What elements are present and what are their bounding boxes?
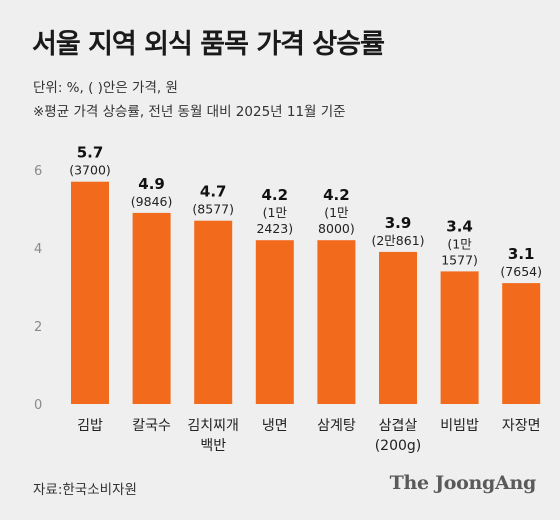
value-label: 4.2: [323, 186, 350, 204]
y-tick-label: 2: [34, 320, 42, 335]
price-label: (3700): [69, 163, 111, 178]
source-note: 자료:한국소비자원: [33, 482, 137, 498]
category-label: 삼계탕: [317, 418, 356, 434]
bar-6: [379, 251, 417, 404]
value-label: 3.9: [385, 214, 412, 232]
basis-note: ※평균 가격 상승률, 전년 동월 대비 2025년 11월 기준: [33, 104, 346, 120]
price-label: (9846): [131, 194, 173, 209]
category-label: 비빔밥: [440, 418, 479, 434]
value-label: 3.4: [446, 217, 473, 235]
category-label: 냉면: [262, 418, 288, 434]
bar-4: [255, 240, 294, 404]
price-label: 2423): [256, 221, 293, 236]
category-label: 김치찌개: [187, 418, 239, 434]
price-label: (8577): [192, 202, 234, 217]
y-tick-label: 0: [34, 398, 42, 413]
chart-title: 서울 지역 외식 품목 가격 상승률: [32, 29, 385, 60]
category-label: 자장면: [502, 418, 541, 434]
price-label: (1만: [324, 205, 349, 220]
y-tick-label: 6: [34, 164, 42, 179]
value-label: 4.7: [200, 183, 227, 201]
y-tick-label: 4: [34, 242, 42, 257]
category-label: (200g): [375, 438, 422, 454]
price-label: (2만861): [371, 233, 424, 248]
price-label: (1만: [447, 236, 472, 251]
category-label: 김밥: [77, 418, 103, 434]
category-label: 백반: [200, 438, 226, 454]
bar-2: [132, 212, 171, 404]
unit-note: 단위: %, ( )안은 가격, 원: [33, 80, 178, 96]
price-label: (1만: [263, 205, 288, 220]
publisher-logo: The JoongAng: [389, 472, 537, 494]
value-label: 5.7: [77, 144, 104, 162]
price-label: 8000): [318, 221, 355, 236]
price-label: 1577): [441, 252, 478, 267]
bar-5: [317, 240, 356, 404]
category-label: 칼국수: [132, 418, 171, 434]
price-label: (7654): [500, 264, 542, 279]
value-label: 4.9: [138, 175, 165, 193]
value-label: 3.1: [508, 245, 535, 263]
bar-7: [440, 271, 479, 404]
bar-1: [71, 181, 109, 404]
category-label: 삼겹살: [379, 418, 418, 434]
value-label: 4.2: [262, 186, 289, 204]
bar-3: [194, 220, 233, 404]
bar-8: [502, 283, 541, 404]
